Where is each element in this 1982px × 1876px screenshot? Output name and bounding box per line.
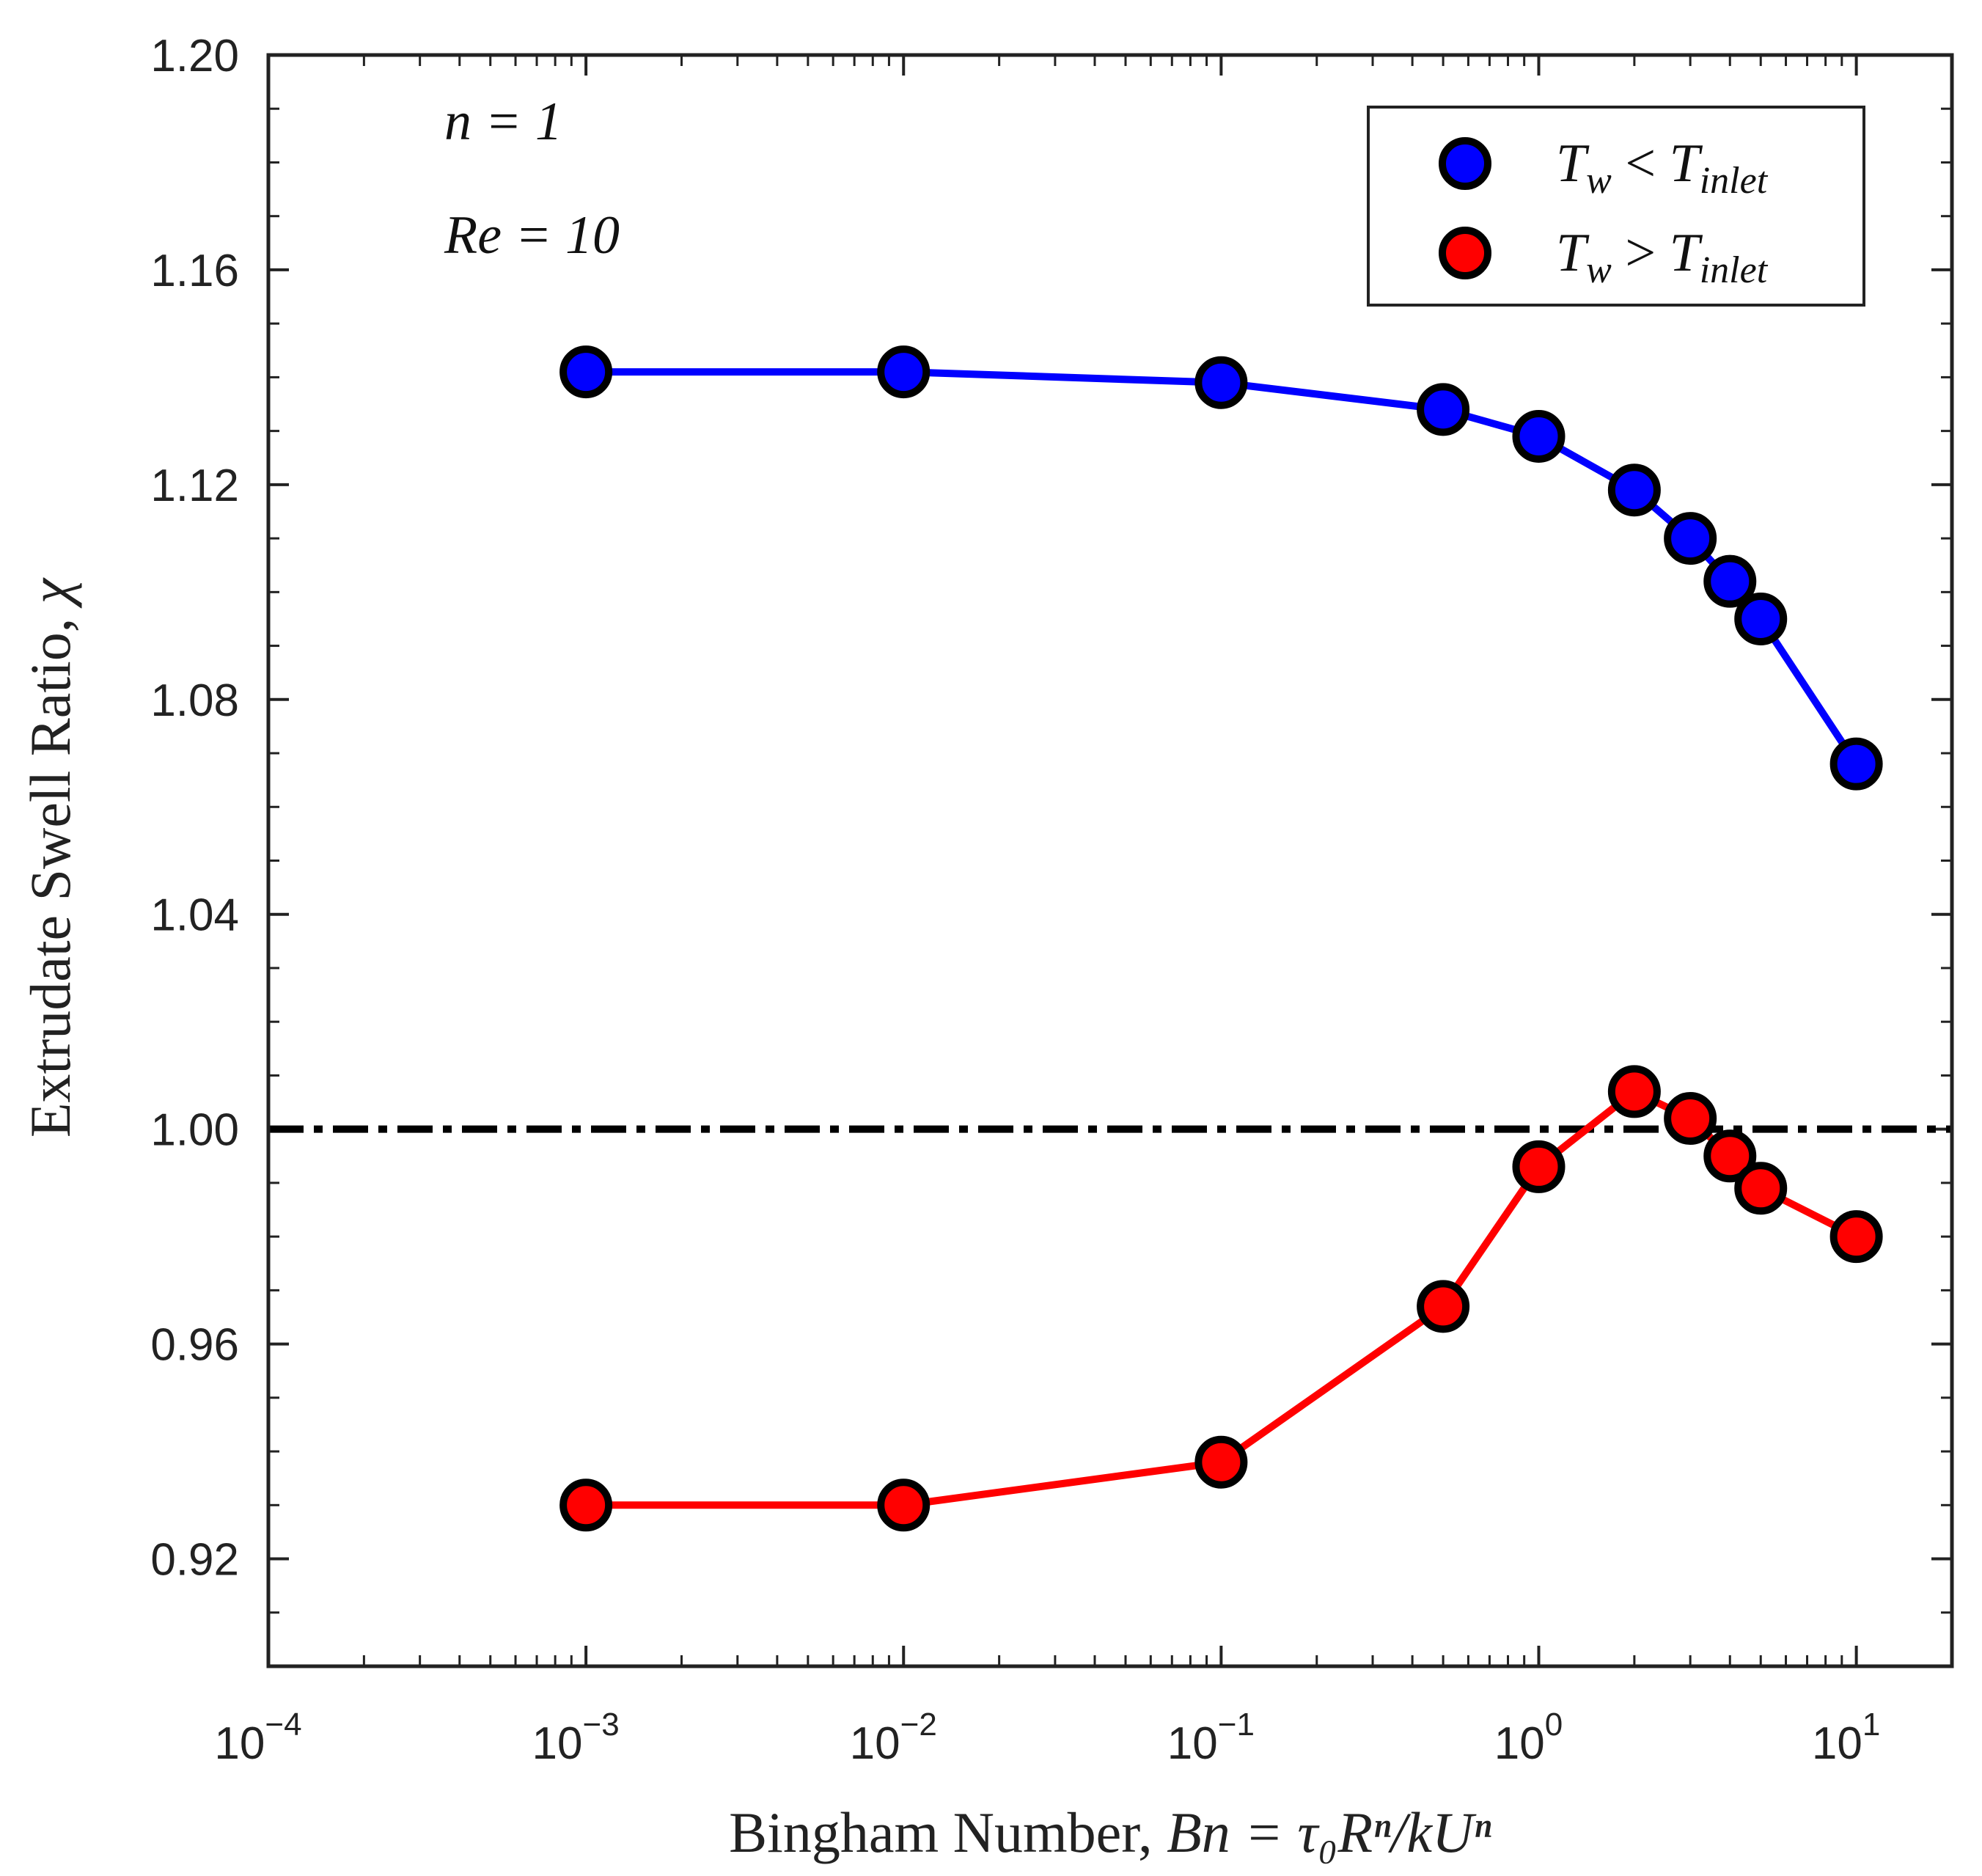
data-point: [1829, 1210, 1883, 1264]
data-point: [1703, 1129, 1757, 1183]
data-point: [1607, 463, 1661, 517]
x-tick-label: 100: [1494, 1707, 1563, 1769]
x-tick-label: 10−3: [532, 1707, 620, 1769]
legend-label: Tw < Tinlet: [1556, 133, 1769, 202]
series-hot-wall: [559, 1065, 1883, 1532]
legend-marker: [1439, 137, 1491, 190]
data-point: [877, 1479, 931, 1532]
data-point: [1734, 592, 1788, 645]
data-point: [1664, 1092, 1717, 1146]
data-point: [1829, 737, 1883, 791]
y-tick-label: 1.00: [150, 1105, 239, 1156]
data-point: [1194, 356, 1248, 409]
data-point: [877, 345, 931, 399]
data-point: [1664, 512, 1717, 565]
y-tick-label: 0.96: [150, 1320, 239, 1371]
plot-frame: [266, 53, 1954, 1668]
x-tick-label: 10−2: [850, 1707, 937, 1769]
y-axis-title: Extrudate Swell Ratio, χ: [18, 577, 82, 1137]
x-axis-title: Bingham Number, Bn = τ₀Rⁿ/kUⁿ: [729, 1800, 1491, 1864]
x-tick-label: 10−1: [1167, 1707, 1255, 1769]
data-point: [1734, 1162, 1788, 1215]
data-point: [1417, 1280, 1470, 1333]
series-cold-wall: [559, 345, 1883, 791]
y-tick-label: 1.08: [150, 675, 239, 726]
y-tick-label: 1.12: [150, 461, 239, 511]
data-point: [1194, 1435, 1248, 1489]
y-tick-label: 1.04: [150, 890, 239, 941]
legend-label: Tw > Tinlet: [1556, 223, 1769, 291]
annotation-1: Re = 10: [444, 205, 620, 265]
x-tick-label: 101: [1812, 1707, 1880, 1769]
data-point: [1512, 409, 1566, 463]
data-point: [1703, 554, 1757, 608]
annotation-0: n = 1: [444, 92, 562, 152]
x-tick-label: 10−4: [214, 1707, 301, 1769]
y-tick-label: 0.92: [150, 1535, 239, 1586]
data-point: [1417, 383, 1470, 436]
data-point: [1607, 1065, 1661, 1118]
y-tick-label: 1.20: [150, 31, 239, 81]
data-point: [1512, 1140, 1566, 1193]
y-tick-label: 1.16: [150, 246, 239, 296]
data-point: [559, 1479, 613, 1532]
data-point: [559, 345, 613, 399]
legend-marker: [1439, 227, 1491, 279]
